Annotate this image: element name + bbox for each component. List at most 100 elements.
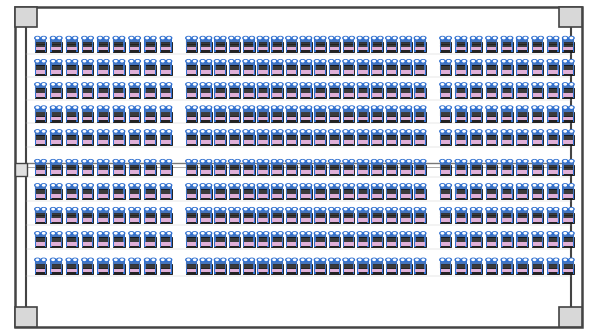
Circle shape [287,107,290,108]
Bar [257,42,259,52]
Circle shape [51,83,56,86]
Circle shape [228,232,234,235]
Circle shape [66,258,71,261]
Circle shape [51,184,56,187]
Bar [196,213,198,223]
Circle shape [228,60,234,63]
Bar [129,213,130,223]
Circle shape [278,258,283,261]
Bar [353,88,355,98]
Circle shape [508,83,513,86]
Bar [286,42,287,52]
Bar [145,112,146,121]
Bar [129,112,140,121]
Bar [186,165,187,175]
Circle shape [487,84,490,85]
Bar [450,65,452,75]
Bar [108,65,109,75]
Bar [98,70,108,73]
Bar [271,233,283,238]
Bar [372,218,382,221]
Circle shape [477,232,482,235]
Bar [455,112,466,121]
Bar [271,165,283,175]
Circle shape [393,61,396,62]
Circle shape [243,83,248,86]
Circle shape [89,37,92,39]
Circle shape [463,37,465,39]
Bar [92,65,93,75]
Bar [532,237,533,247]
Circle shape [120,208,125,211]
Bar [196,264,198,274]
Bar [139,65,140,75]
Bar [170,112,172,121]
Circle shape [286,60,291,63]
Circle shape [386,184,391,187]
Bar [186,84,198,89]
Bar [400,84,412,89]
Circle shape [259,61,261,62]
Bar [51,93,61,97]
Bar [414,165,426,175]
Bar [243,189,255,199]
Circle shape [471,60,476,63]
Circle shape [501,184,506,187]
Circle shape [463,84,465,85]
Bar [386,161,397,166]
Circle shape [58,61,61,62]
Bar [563,218,573,221]
Circle shape [387,131,390,132]
Circle shape [547,208,553,211]
Circle shape [273,84,275,85]
Bar [113,237,125,247]
Bar [501,107,513,113]
Bar [108,112,109,121]
Bar [487,47,496,50]
Bar [358,140,368,144]
Circle shape [408,233,410,234]
Bar [328,264,340,274]
Circle shape [402,84,404,85]
Circle shape [555,107,558,108]
Circle shape [416,107,418,108]
Circle shape [330,84,333,85]
Bar [113,260,125,265]
Circle shape [471,160,476,163]
Bar [415,218,425,221]
Bar [160,84,172,89]
Bar [267,135,269,145]
Circle shape [73,208,78,211]
Circle shape [343,83,348,86]
Bar [35,88,46,98]
Bar [66,237,78,247]
Circle shape [82,36,87,39]
Circle shape [278,60,283,63]
Bar [343,131,355,136]
Circle shape [314,60,320,63]
Bar [92,42,93,52]
Circle shape [349,60,355,63]
Circle shape [104,60,109,63]
Circle shape [446,160,452,163]
Bar [129,112,130,121]
Circle shape [373,233,375,234]
Bar [98,269,108,272]
Bar [372,70,382,73]
Circle shape [446,36,452,39]
Circle shape [533,84,536,85]
Bar [196,42,198,52]
Circle shape [167,232,172,235]
Bar [357,237,359,247]
Bar [228,84,240,89]
Bar [130,117,139,120]
Bar [214,131,226,136]
Bar [562,112,574,121]
Bar [314,42,326,52]
Bar [67,269,77,272]
Circle shape [343,232,348,235]
Bar [129,42,140,52]
Circle shape [478,161,481,162]
Bar [83,47,92,50]
Bar [357,65,359,75]
